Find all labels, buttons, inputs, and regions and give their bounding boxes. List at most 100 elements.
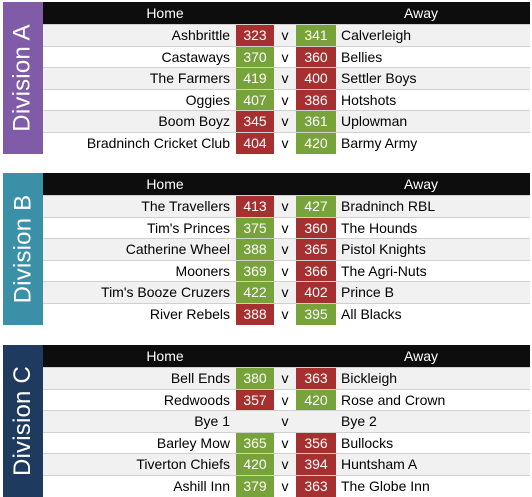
- home-score: 379: [236, 475, 274, 497]
- home-score: 370: [236, 46, 274, 68]
- home-score: 407: [236, 89, 274, 111]
- division-c-panel: Division C Home Away Bell Ends 380 v 363 Bickl…: [3, 345, 530, 497]
- away-column-header: Away: [404, 5, 438, 21]
- away-team: Uplowman: [341, 113, 408, 129]
- table-row: Ashill Inn 379 v 363 The Globe Inn: [43, 474, 530, 497]
- division-a-panel: Division A Home Away Ashbrittle 323 v 341 Calv…: [3, 2, 530, 154]
- home-team: Barley Mow: [156, 434, 230, 451]
- away-score: 366: [296, 260, 336, 282]
- division-label: Division C: [3, 345, 43, 497]
- away-score: 363: [296, 475, 336, 497]
- division-label: Division A: [3, 2, 43, 154]
- versus-label: v: [281, 113, 289, 129]
- table-row: Oggies 407 v 386 Hotshots: [43, 88, 530, 111]
- home-score: 420: [236, 454, 274, 475]
- versus-label: v: [281, 434, 289, 451]
- versus-label: v: [281, 48, 289, 65]
- away-team: Huntsham A: [341, 456, 418, 472]
- versus-label: v: [281, 391, 289, 408]
- table-row: The Travellers 413 v 427 Bradninch RBL: [43, 195, 530, 217]
- away-column-header: Away: [404, 176, 438, 192]
- away-score: 420: [296, 132, 336, 154]
- table-row: River Rebels 388 v 395 All Blacks: [43, 302, 530, 325]
- away-score: 402: [296, 282, 336, 303]
- home-score: 413: [236, 196, 274, 217]
- versus-label: v: [281, 70, 289, 86]
- versus-label: v: [281, 477, 289, 494]
- table-row: Bradninch Cricket Club 404 v 420 Barmy Army: [43, 131, 530, 154]
- home-score: 422: [236, 282, 274, 303]
- division-name: Division A: [9, 24, 36, 132]
- home-team: Ashill Inn: [173, 477, 230, 494]
- fixtures-table: Home Away The Travellers 413 v 427 Bradninch R…: [43, 173, 530, 325]
- away-team: All Blacks: [341, 305, 402, 322]
- away-score: 427: [296, 196, 336, 217]
- home-team: The Travellers: [141, 198, 230, 214]
- fixtures-table: Home Away Bell Ends 380 v 363 Bickleigh Redwood…: [43, 345, 530, 497]
- table-row: Bell Ends 380 v 363 Bickleigh: [43, 367, 530, 389]
- home-team: Bell Ends: [170, 370, 230, 386]
- home-team: Mooners: [175, 262, 230, 279]
- fixtures-table: Home Away Ashbrittle 323 v 341 Calverleigh Cast…: [43, 2, 530, 154]
- home-team: Oggies: [185, 91, 230, 108]
- away-score: 361: [296, 111, 336, 132]
- versus-label: v: [281, 241, 289, 257]
- home-team: The Farmers: [149, 70, 230, 86]
- home-team: Boom Boyz: [158, 113, 230, 129]
- home-score: 365: [236, 432, 274, 454]
- home-team: Bye 1: [194, 413, 230, 429]
- away-team: Bradninch RBL: [341, 198, 436, 214]
- table-row: Tim's Princes 375 v 360 The Hounds: [43, 216, 530, 239]
- home-score: 388: [236, 239, 274, 260]
- home-score: 388: [236, 303, 274, 325]
- home-column-header: Home: [146, 5, 184, 21]
- away-score: 395: [296, 303, 336, 325]
- division-b-panel: Division B Home Away The Travellers 413 v 427…: [3, 173, 530, 325]
- home-team: Catherine Wheel: [125, 241, 230, 257]
- home-team: River Rebels: [149, 305, 230, 322]
- table-header: Home Away: [43, 345, 530, 367]
- home-team: Tiverton Chiefs: [136, 456, 230, 472]
- table-row: Ashbrittle 323 v 341 Calverleigh: [43, 24, 530, 46]
- home-team: Ashbrittle: [171, 27, 230, 43]
- versus-label: v: [281, 413, 289, 429]
- away-team: Bullocks: [341, 434, 394, 451]
- away-column-header: Away: [404, 348, 438, 364]
- away-team: Barmy Army: [341, 134, 418, 151]
- table-row: Redwoods 357 v 420 Rose and Crown: [43, 388, 530, 411]
- division-name: Division C: [9, 365, 36, 477]
- away-score: 420: [296, 389, 336, 411]
- away-score: 360: [296, 217, 336, 239]
- home-score: 369: [236, 260, 274, 282]
- away-score: 365: [296, 239, 336, 260]
- away-score: [296, 411, 336, 432]
- versus-label: v: [281, 198, 289, 214]
- away-score: 363: [296, 368, 336, 389]
- table-row: Bye 1 v Bye 2: [43, 410, 530, 432]
- away-team: Prince B: [341, 284, 394, 300]
- away-score: 360: [296, 46, 336, 68]
- versus-label: v: [281, 370, 289, 386]
- home-score: 375: [236, 217, 274, 239]
- table-row: The Farmers 419 v 400 Settler Boys: [43, 67, 530, 89]
- versus-label: v: [281, 91, 289, 108]
- away-team: Hotshots: [341, 91, 397, 108]
- away-team: The Hounds: [341, 219, 418, 236]
- away-score: 341: [296, 25, 336, 46]
- away-team: Pistol Knights: [341, 241, 426, 257]
- division-name: Division B: [9, 194, 37, 304]
- home-score: 419: [236, 68, 274, 89]
- versus-label: v: [281, 305, 289, 322]
- home-score: 345: [236, 111, 274, 132]
- versus-label: v: [281, 262, 289, 279]
- away-team: The Globe Inn: [341, 477, 430, 494]
- versus-label: v: [281, 134, 289, 151]
- home-team: Castaways: [161, 48, 230, 65]
- home-score: 404: [236, 132, 274, 154]
- away-team: Bye 2: [341, 413, 377, 429]
- away-score: 394: [296, 454, 336, 475]
- table-row: Catherine Wheel 388 v 365 Pistol Knights: [43, 238, 530, 260]
- home-team: Tim's Princes: [146, 219, 230, 236]
- away-team: Settler Boys: [341, 70, 417, 86]
- table-row: Mooners 369 v 366 The Agri-Nuts: [43, 259, 530, 282]
